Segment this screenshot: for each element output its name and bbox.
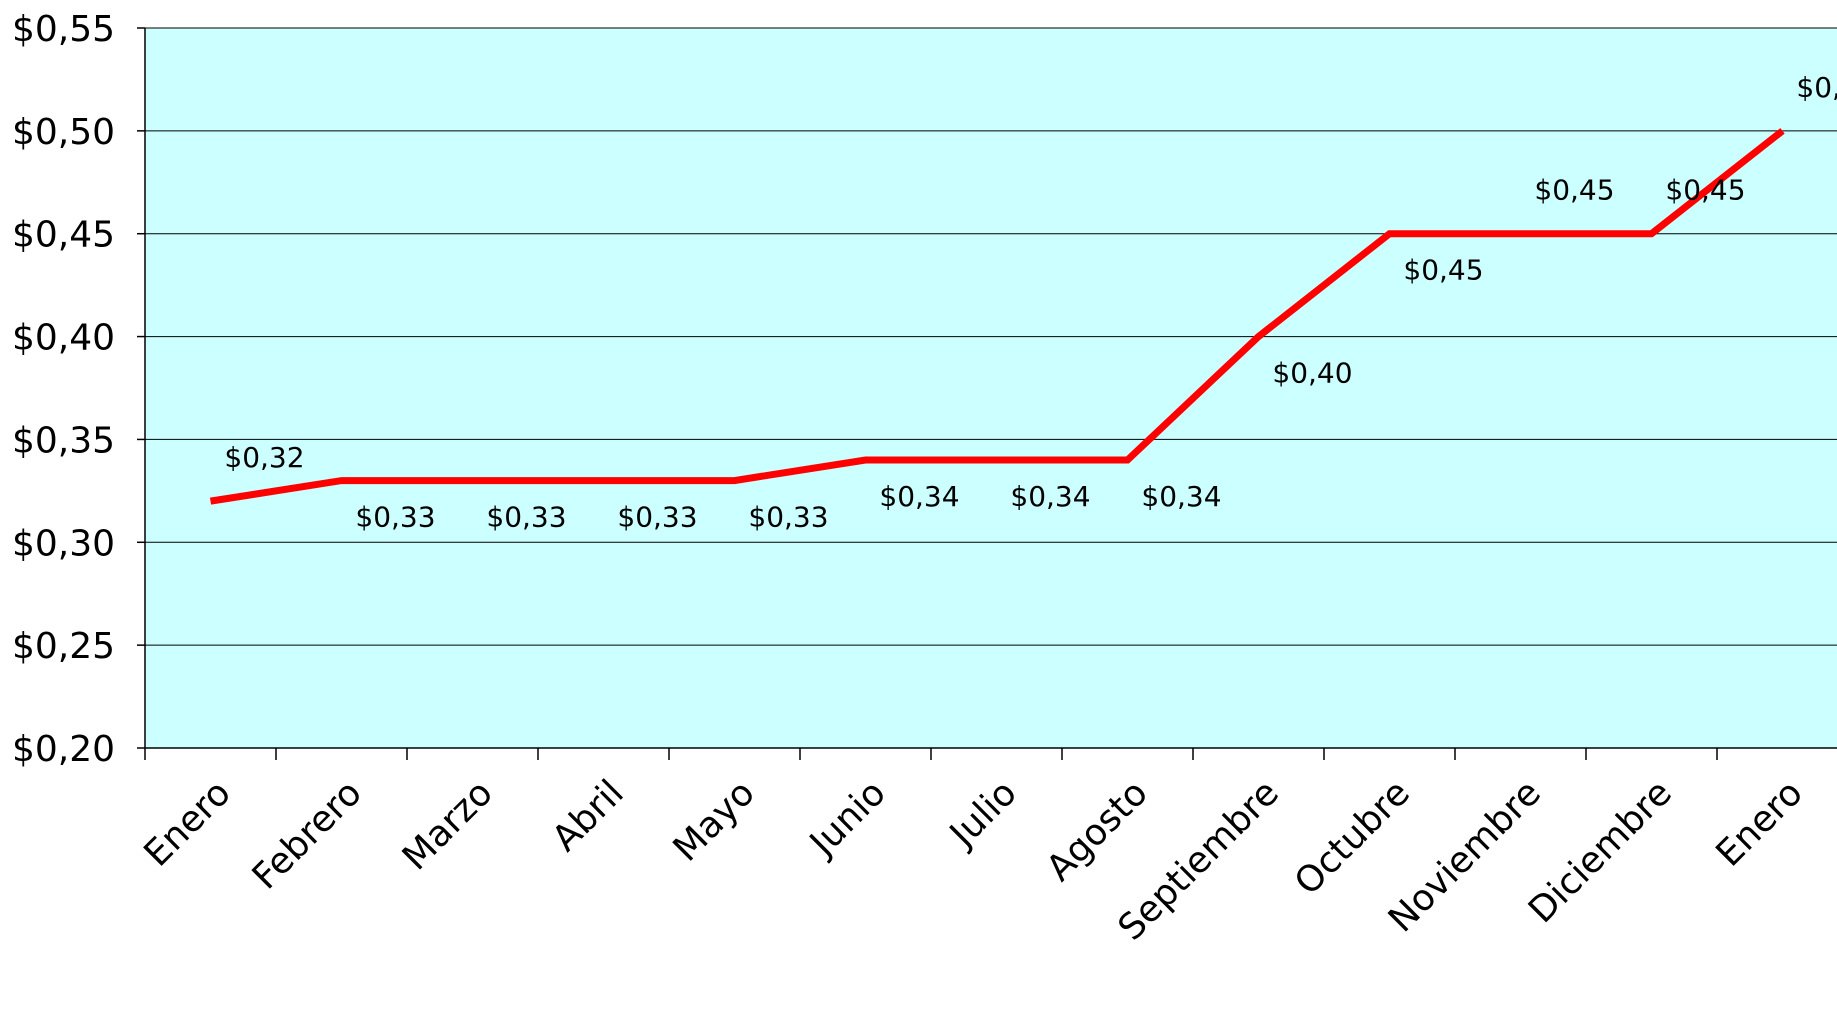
gridlines: [145, 27, 1837, 646]
axes: [144, 28, 1837, 749]
y-tick-label: $0,50: [12, 112, 115, 153]
y-tick-label: $0,25: [12, 626, 115, 667]
x-tick-label: Marzo: [395, 772, 501, 878]
data-label: $0,33: [617, 501, 697, 534]
x-tick-label: Agosto: [1039, 772, 1156, 889]
y-tick-label: $0,30: [12, 523, 115, 564]
y-tick-label: $0,55: [12, 9, 115, 50]
data-label: $0,33: [355, 501, 435, 534]
y-axis-ticks: $0,20 $0,25 $0,30 $0,35 $0,40 $0,45 $0,50 $0,55: [12, 9, 145, 770]
data-label: $0,34: [1010, 480, 1090, 513]
data-label: $0,40: [1272, 357, 1352, 390]
y-tick-label: $0,35: [12, 420, 115, 461]
data-label: $0,32: [224, 441, 304, 474]
x-tick-label: Diciembre: [1521, 772, 1680, 931]
x-tick-label: Octubre: [1287, 772, 1418, 903]
data-label: $0,34: [879, 480, 959, 513]
data-label: $0,33: [486, 501, 566, 534]
x-axis-ticks: Enero Febrero Marzo Abril Mayo Junio Julio Agos…: [137, 748, 1811, 949]
data-label: $0,50: [1796, 71, 1837, 104]
y-tick-label: $0,20: [12, 729, 115, 770]
y-tick-label: $0,40: [12, 318, 115, 359]
x-tick-label: Enero: [1709, 772, 1811, 874]
x-tick-label: Abril: [545, 772, 632, 859]
x-tick-label: Junio: [801, 772, 894, 865]
x-tick-label: Julio: [941, 772, 1025, 856]
x-tick-label: Febrero: [245, 772, 370, 897]
plot-area: [145, 28, 1837, 748]
x-tick-label: Mayo: [666, 772, 763, 869]
data-label: $0,33: [748, 501, 828, 534]
x-tick-label: Enero: [137, 772, 239, 874]
series-line: [209, 128, 1785, 505]
data-label: $0,34: [1141, 480, 1221, 513]
y-tick-label: $0,45: [12, 215, 115, 256]
data-labels: $0,32 $0,33 $0,33 $0,33 $0,33 $0,34 $0,34 $0,34…: [224, 71, 1837, 534]
data-label: $0,45: [1534, 174, 1614, 207]
data-label: $0,45: [1403, 254, 1483, 287]
data-label: $0,45: [1665, 174, 1745, 207]
